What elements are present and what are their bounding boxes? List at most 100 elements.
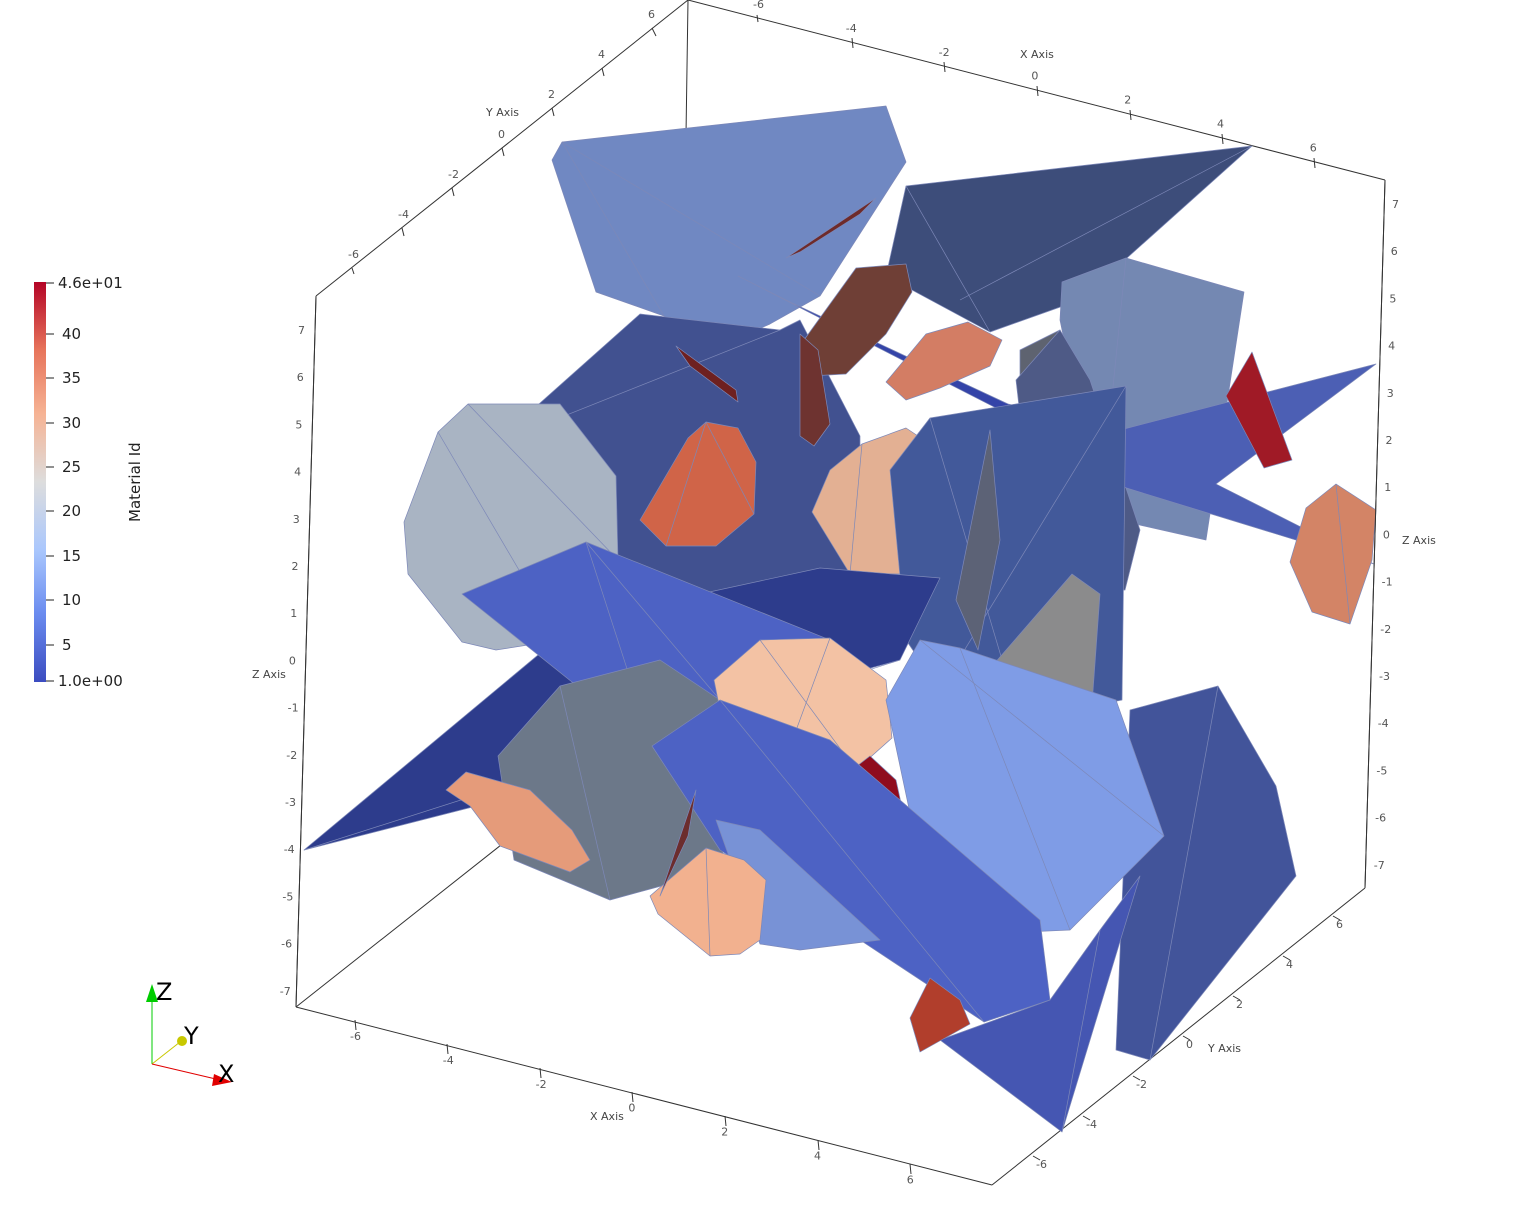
shard-peach-left	[445, 771, 591, 873]
tick-label-z-right: -3	[1379, 670, 1390, 683]
tick-label-z-left: 1	[290, 607, 297, 620]
tick-label-z-left: 7	[298, 324, 305, 337]
tick-label-z-left: -2	[286, 749, 297, 762]
scalar-bar-tick: 40	[62, 325, 81, 343]
tick-label-x-bottom: -4	[443, 1054, 454, 1067]
tick-label-z-right: 3	[1387, 387, 1394, 400]
axes-box-front	[295, 179, 1386, 1008]
scalar-bar-min-label: 1.0e+00	[58, 672, 123, 690]
tick-label-y-left: -6	[348, 248, 359, 261]
x-arrow-icon	[212, 1074, 232, 1086]
z-axis-title-left: Z Axis	[252, 668, 286, 681]
tick-label-y-right: -2	[1136, 1078, 1147, 1091]
y-axis-title-left: Y Axis	[485, 106, 519, 119]
scalar-bar-tick: 35	[62, 369, 81, 387]
shard-sliver-2	[675, 345, 739, 403]
orientation-axes: Z Y X	[146, 978, 234, 1088]
tick-label-z-right: 5	[1389, 292, 1396, 305]
tick-label-x-bottom: 2	[721, 1126, 728, 1139]
tick-label-x-bottom: 0	[628, 1102, 635, 1115]
scalar-bar-tick: 30	[62, 414, 81, 432]
tick-label-y-left: 4	[598, 48, 605, 61]
tick-label-y-right: -6	[1036, 1158, 1047, 1171]
orientation-y-label: Y	[183, 1022, 199, 1050]
tick-label-z-right: -2	[1380, 623, 1391, 636]
tick-label-z-right: -7	[1374, 859, 1385, 872]
y-axis-title-right: Y Axis	[1207, 1042, 1241, 1055]
scalar-bar-tick: 20	[62, 502, 81, 520]
tick-label-x-top: -4	[846, 22, 857, 35]
z-arrow-icon	[146, 984, 158, 1002]
tick-label-z-right: -6	[1375, 812, 1386, 825]
tick-label-y-right: 2	[1236, 998, 1243, 1011]
orientation-z-label: Z	[156, 978, 172, 1006]
scalar-bar-tick-labels: 40 35 30 25 20 15 10 5	[62, 325, 81, 654]
tick-label-z-right: -4	[1378, 717, 1389, 730]
scalar-bar-title: Material Id	[126, 442, 144, 522]
tick-label-z-left: 2	[292, 560, 299, 573]
scalar-bar-tick: 5	[62, 636, 72, 654]
tick-label-y-right: 6	[1336, 918, 1343, 931]
tick-label-y-right: 4	[1286, 958, 1293, 971]
axis-tick-marks	[351, 14, 1341, 1175]
tick-label-y-left: 2	[548, 88, 555, 101]
axis-tick-labels: -6 -4 -2 0 2 4 6 6 4 2 0 -2 -4 -6 -6 -4 -2 0 2 4 6 -6 -4 -2 0 2 4 6…	[280, 0, 1399, 1186]
tick-label-z-right: 6	[1391, 245, 1398, 258]
tick-label-z-right: 4	[1388, 340, 1395, 353]
tick-label-z-right: -5	[1376, 764, 1387, 777]
tick-label-x-bottom: 4	[814, 1150, 821, 1163]
tick-label-z-left: 0	[289, 654, 296, 667]
mesh-shards[interactable]	[303, 105, 1377, 1133]
shard-right-bottom	[1115, 685, 1297, 1061]
shard-thin-sliver	[659, 789, 697, 897]
tick-label-z-left: 3	[293, 513, 300, 526]
shard-red-bottom	[909, 977, 971, 1053]
shard-slab-sliver	[955, 429, 1001, 651]
scalar-bar-max-label: 4.6e+01	[58, 274, 123, 292]
scalar-bar[interactable]: 4.6e+01 40 35 30 25 20 15 10 5 1.0e+00 Material…	[34, 274, 144, 690]
shard-orange-oct	[639, 421, 757, 547]
shard-salmon-right	[1289, 483, 1377, 625]
z-axis-title-right: Z Axis	[1402, 534, 1436, 547]
shard-bottom-fan	[939, 875, 1141, 1133]
tick-label-x-bottom: 6	[907, 1173, 914, 1186]
x-axis-title-bottom: X Axis	[590, 1110, 624, 1123]
tick-label-z-left: -6	[281, 938, 292, 951]
shard-top-navy	[885, 145, 1253, 333]
shard-brown-sliver	[799, 333, 831, 447]
tick-label-y-left: -2	[448, 168, 459, 181]
tick-label-z-right: 0	[1383, 528, 1390, 541]
scalar-bar-tick: 25	[62, 458, 81, 476]
tick-label-z-right: 2	[1386, 434, 1393, 447]
tick-label-z-left: 6	[297, 371, 304, 384]
tick-label-z-left: -4	[284, 843, 295, 856]
tick-label-x-top: -2	[939, 46, 950, 59]
tick-label-x-bottom: -2	[536, 1078, 547, 1091]
tick-label-x-top: -6	[753, 0, 764, 11]
tick-label-z-left: -7	[280, 985, 291, 998]
orientation-x-label: X	[218, 1060, 234, 1088]
shard-salmon-top	[885, 321, 1003, 401]
tick-label-z-left: -1	[288, 702, 299, 715]
shard-top-lightblue	[551, 105, 907, 347]
tick-label-y-right: -4	[1086, 1118, 1097, 1131]
scalar-bar-gradient	[34, 282, 46, 682]
x-axis-title-top: X Axis	[1020, 48, 1054, 61]
y-arrow-icon	[177, 1036, 187, 1046]
shard-red-right	[1225, 351, 1293, 469]
tick-label-y-right: 0	[1186, 1038, 1193, 1051]
tick-label-x-bottom: -6	[350, 1030, 361, 1043]
tick-label-z-right: -1	[1382, 576, 1393, 589]
tick-label-x-top: 0	[1031, 70, 1038, 83]
shard-sliver-1	[785, 197, 877, 259]
scalar-bar-tick: 10	[62, 591, 81, 609]
tick-label-x-top: 6	[1310, 141, 1317, 154]
tick-label-x-top: 2	[1124, 94, 1131, 107]
tick-label-z-right: 7	[1392, 198, 1399, 211]
tick-label-z-left: 5	[295, 418, 302, 431]
tick-label-z-left: -5	[282, 890, 293, 903]
tick-label-y-left: 0	[498, 128, 505, 141]
tick-label-z-left: -3	[285, 796, 296, 809]
tick-label-z-right: 1	[1384, 481, 1391, 494]
